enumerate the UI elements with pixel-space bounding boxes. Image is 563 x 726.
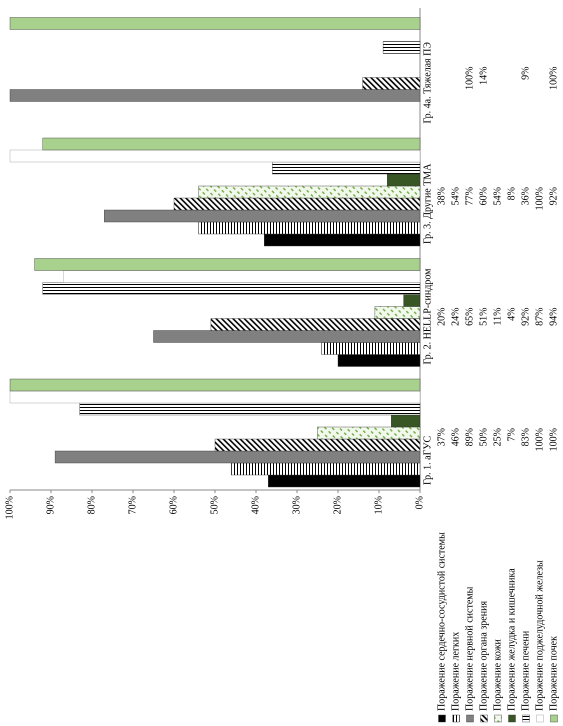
y-tick-label: 40%	[250, 496, 261, 514]
data-table-value: 37%	[436, 428, 447, 446]
bar	[268, 474, 421, 488]
bar	[264, 233, 421, 247]
bar	[173, 197, 421, 211]
y-tick-label: 60%	[168, 496, 179, 514]
bar	[42, 282, 421, 295]
y-tick-label: 10%	[373, 496, 384, 514]
data-table-value: 4%	[506, 308, 517, 321]
legend-marker	[452, 714, 460, 723]
legend-label: Поражение нервной системы	[464, 586, 475, 711]
y-tick-label: 100%	[4, 496, 15, 519]
bar	[63, 270, 421, 283]
data-table-value: 25%	[492, 428, 503, 446]
legend-marker	[494, 714, 502, 723]
bar	[153, 330, 421, 343]
data-table-value: 36%	[520, 187, 531, 205]
bar	[42, 137, 421, 151]
rotated-chart: 0% 10% 20% 30% 40% 50% 60% 70% 80% 90% 100% Гр. 1. …	[4, 8, 559, 723]
data-table-value: 14%	[478, 67, 489, 85]
legend-marker	[550, 714, 558, 723]
data-table-value: 38%	[436, 187, 447, 205]
bar	[198, 221, 421, 235]
bar	[198, 185, 421, 199]
bar	[9, 378, 421, 392]
data-table-value: 50%	[478, 428, 489, 446]
y-tick-label: 30%	[291, 496, 302, 514]
bar	[9, 149, 421, 163]
bar	[403, 294, 421, 307]
legend-label: Поражение поджелудочной железы	[534, 560, 545, 711]
bar	[210, 318, 421, 331]
bar	[317, 426, 421, 440]
data-table-value: 11%	[492, 308, 503, 326]
y-tick-label: 20%	[332, 496, 343, 514]
data-table-value: 100%	[464, 67, 475, 90]
category-label: Гр. 3. Другие ТМА	[422, 163, 433, 244]
bar	[54, 450, 421, 464]
category-label: Гр. 1. аГУС	[422, 436, 433, 485]
bar	[272, 161, 421, 175]
bar	[362, 77, 421, 90]
data-table-value: 92%	[548, 187, 559, 205]
y-tick-label: 80%	[86, 496, 97, 514]
bar	[382, 41, 421, 54]
data-table-value: 9%	[520, 67, 531, 80]
y-tick-label: 70%	[127, 496, 138, 514]
legend-label: Поражение кожи	[492, 638, 503, 711]
data-table-value: 100%	[534, 187, 545, 210]
data-table-value: 94%	[548, 308, 559, 326]
data-table-value: 100%	[548, 428, 559, 451]
bar	[104, 209, 421, 223]
legend-label: Поражение легких	[450, 632, 461, 711]
data-table-value: 100%	[548, 67, 559, 90]
legend-marker	[480, 714, 488, 723]
bar	[9, 17, 421, 30]
data-table-value: 60%	[478, 187, 489, 205]
data-table-value: 46%	[450, 428, 461, 446]
legend-label: Поражение почек	[548, 636, 559, 711]
data-table-value: 87%	[534, 308, 545, 326]
legend-label: Поражение органа зрения	[478, 601, 489, 711]
data-table-value: 83%	[520, 428, 531, 446]
data-table-value: 54%	[492, 187, 503, 205]
category-label: Гр. 2. HELLP-синдром	[422, 268, 433, 365]
data-table-value: 54%	[450, 187, 461, 205]
data-table-value: 65%	[464, 308, 475, 326]
category-label: Гр. 4а. Тяжелая ПЭ	[422, 42, 433, 124]
data-table-value: 77%	[464, 187, 475, 205]
legend-label: Поражение печени	[520, 630, 531, 711]
legend-marker	[536, 714, 544, 723]
data-table-value: 51%	[478, 308, 489, 326]
legend-marker	[438, 714, 446, 723]
bar	[321, 342, 421, 355]
legend-label: Поражение сердечно-сосудистой системы	[436, 532, 447, 711]
bar	[231, 462, 421, 476]
bar	[374, 306, 421, 319]
data-table-value: 89%	[464, 428, 475, 446]
data-table-value: 20%	[436, 308, 447, 326]
data-table-value: 100%	[534, 428, 545, 451]
y-tick-label: 0%	[414, 496, 425, 509]
data-table-value: 92%	[520, 308, 531, 326]
bar	[387, 173, 421, 187]
y-tick-label: 90%	[45, 496, 56, 514]
data-table-value: 7%	[506, 428, 517, 441]
data-table-value: 8%	[506, 187, 517, 200]
y-tick-label: 50%	[209, 496, 220, 514]
bar	[214, 438, 421, 452]
bar	[391, 414, 421, 428]
bar	[79, 402, 421, 416]
legend-marker	[508, 714, 516, 723]
legend-marker	[522, 714, 530, 723]
legend-label: Поражение желудка и кишечника	[506, 568, 517, 711]
bar	[34, 258, 421, 271]
legend-marker	[466, 714, 474, 723]
bar	[9, 390, 421, 404]
data-table-value: 24%	[450, 308, 461, 326]
bar	[9, 89, 421, 102]
bar	[337, 354, 421, 367]
